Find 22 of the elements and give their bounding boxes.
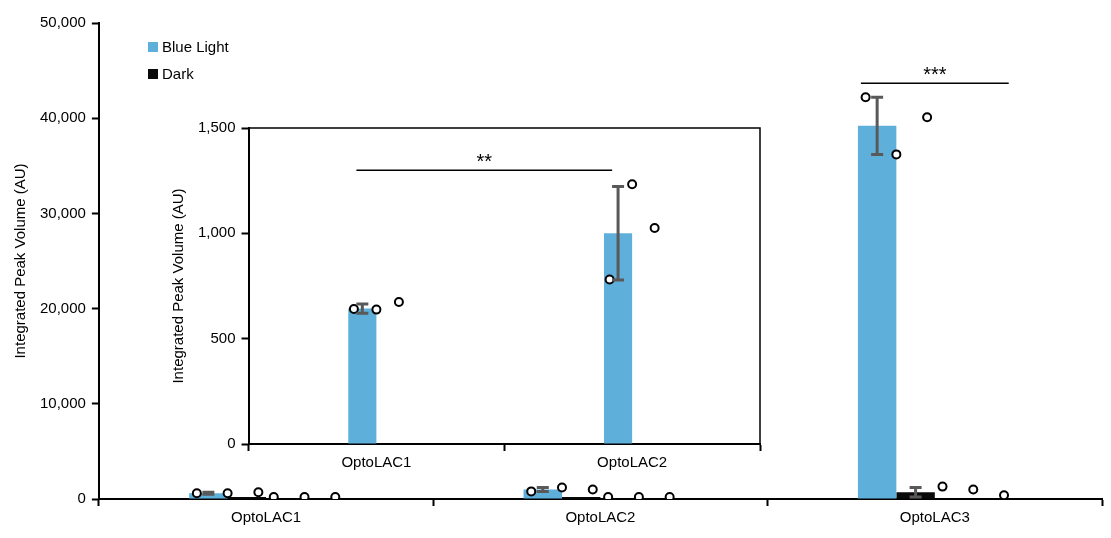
bar — [857, 125, 897, 499]
y-axis-title: Integrated Peak Volume (AU) — [11, 163, 29, 359]
legend-label: Dark — [162, 65, 194, 82]
x-tick-label: OptoLAC3 — [899, 508, 970, 526]
legend-label: Blue Light — [162, 38, 229, 55]
y-tick-label: 0 — [77, 489, 86, 507]
y-axis-title: Integrated Peak Volume (AU) — [169, 188, 187, 384]
x-tick-label: OptoLAC1 — [341, 453, 412, 471]
y-tick-label: 20,000 — [39, 298, 86, 316]
annotation: ** — [476, 149, 493, 172]
y-tick-label: 500 — [210, 328, 236, 346]
y-tick-label: 1,500 — [197, 118, 236, 136]
x-tick-label: OptoLAC2 — [597, 453, 668, 471]
y-tick-label: 40,000 — [39, 108, 86, 126]
y-tick-label: 1,000 — [197, 223, 236, 241]
x-tick-label: OptoLAC2 — [565, 508, 636, 526]
x-tick-label: OptoLAC1 — [231, 508, 302, 526]
y-tick-label: 0 — [227, 434, 236, 452]
y-tick-label: 50,000 — [39, 13, 86, 31]
annotation: *** — [923, 62, 947, 85]
y-tick-label: 10,000 — [39, 393, 86, 411]
y-tick-label: 30,000 — [39, 203, 86, 221]
